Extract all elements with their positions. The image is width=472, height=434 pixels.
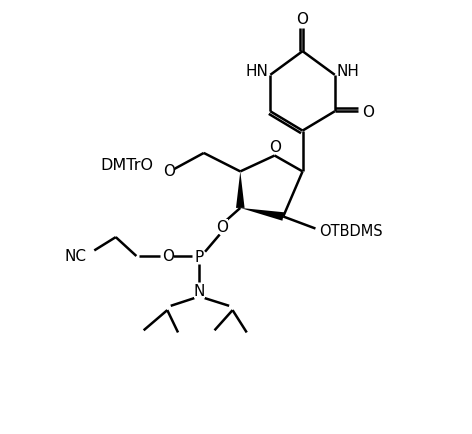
Text: OTBDMS: OTBDMS bbox=[319, 224, 382, 239]
Text: O: O bbox=[216, 220, 228, 235]
Text: O: O bbox=[362, 105, 374, 119]
Text: NC: NC bbox=[65, 248, 86, 263]
Text: P: P bbox=[195, 249, 204, 264]
Text: O: O bbox=[162, 248, 174, 263]
Text: HN: HN bbox=[245, 64, 268, 79]
Text: NH: NH bbox=[337, 64, 360, 79]
Text: N: N bbox=[194, 283, 205, 298]
Text: O: O bbox=[163, 163, 175, 178]
Text: DMTrO: DMTrO bbox=[100, 157, 153, 172]
Polygon shape bbox=[240, 208, 284, 221]
Text: O: O bbox=[270, 139, 281, 154]
Text: O: O bbox=[296, 13, 309, 27]
Polygon shape bbox=[236, 172, 244, 208]
